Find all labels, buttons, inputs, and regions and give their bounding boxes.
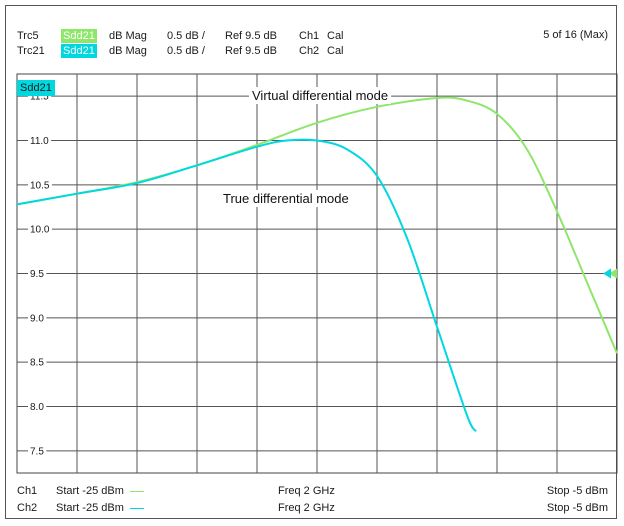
y-tick-label: 7.5: [30, 446, 44, 457]
footer-ch1-start-text: Start -25 dBm: [56, 485, 124, 497]
trace-scale: 0.5 dB /: [167, 30, 205, 42]
y-tick-label-bg: [28, 135, 52, 148]
footer-ch2-start-text: Start -25 dBm: [56, 502, 124, 514]
y-tick-label: 9.0: [30, 313, 44, 324]
series-line-trc21: [16, 138, 477, 432]
footer-ch2-start: Start -25 dBm: [56, 501, 144, 515]
footer-ch1-swatch: [129, 490, 144, 492]
footer-ch1-stop: Stop -5 dBm: [546, 485, 608, 497]
y-tick-label-bg: [28, 312, 47, 326]
annotation-virtual-mode: Virtual differential mode: [252, 88, 388, 103]
trace-channel: Ch2: [299, 45, 320, 57]
y-tick-label: 9.5: [30, 269, 44, 280]
y-tick-label-bg: [28, 223, 52, 237]
footer-ch2-freq: Freq 2 GHz: [278, 502, 335, 514]
footer-ch2-label: Ch2: [17, 502, 38, 514]
y-tick-label: 11.5: [30, 92, 49, 103]
reference-marker-trc5: [609, 268, 617, 279]
y-tick-label: 8.5: [30, 358, 44, 369]
trace-cal: Cal: [327, 30, 344, 42]
trace-cal: Cal: [327, 45, 344, 57]
y-tick-label-bg: [28, 268, 47, 281]
y-tick-label: 11.0: [30, 136, 49, 147]
trace-ref: Ref 9.5 dB: [225, 45, 277, 57]
trace-param-badge: Sdd21: [61, 29, 97, 43]
y-tick-label: 10.5: [30, 180, 50, 191]
trace-name: Trc5: [17, 30, 39, 42]
trace-format: dB Mag: [109, 45, 147, 57]
y-tick-label-bg: [28, 179, 52, 193]
trace-ref: Ref 9.5 dB: [225, 30, 277, 42]
footer-ch2-stop: Stop -5 dBm: [546, 502, 608, 514]
trace-param-badge: Sdd21: [61, 44, 97, 58]
trace-count: 5 of 16 (Max): [543, 29, 608, 41]
footer-ch1-start: Start -25 dBm: [56, 484, 144, 498]
footer-ch1-label: Ch1: [17, 485, 38, 497]
diagram-title-badge: Sdd21: [17, 80, 55, 96]
y-tick-label-bg: [28, 445, 47, 459]
annotation-true-mode: True differential mode: [223, 191, 349, 206]
y-tick-label: 8.0: [30, 402, 44, 413]
annotation-true-mode-bg: [220, 190, 352, 207]
footer-ch2-swatch: [129, 507, 144, 509]
trace-name: Trc21: [17, 45, 45, 57]
trace-format: dB Mag: [109, 30, 147, 42]
trace-scale: 0.5 dB /: [167, 45, 205, 57]
y-tick-label: 10.0: [30, 225, 50, 236]
reference-marker-trc21: [603, 268, 611, 279]
y-tick-label-bg: [28, 356, 47, 370]
annotation-virtual-mode-bg: [249, 87, 392, 104]
y-tick-label-bg: [28, 401, 47, 414]
trace-channel: Ch1: [299, 30, 320, 42]
footer-ch1-freq: Freq 2 GHz: [278, 485, 335, 497]
